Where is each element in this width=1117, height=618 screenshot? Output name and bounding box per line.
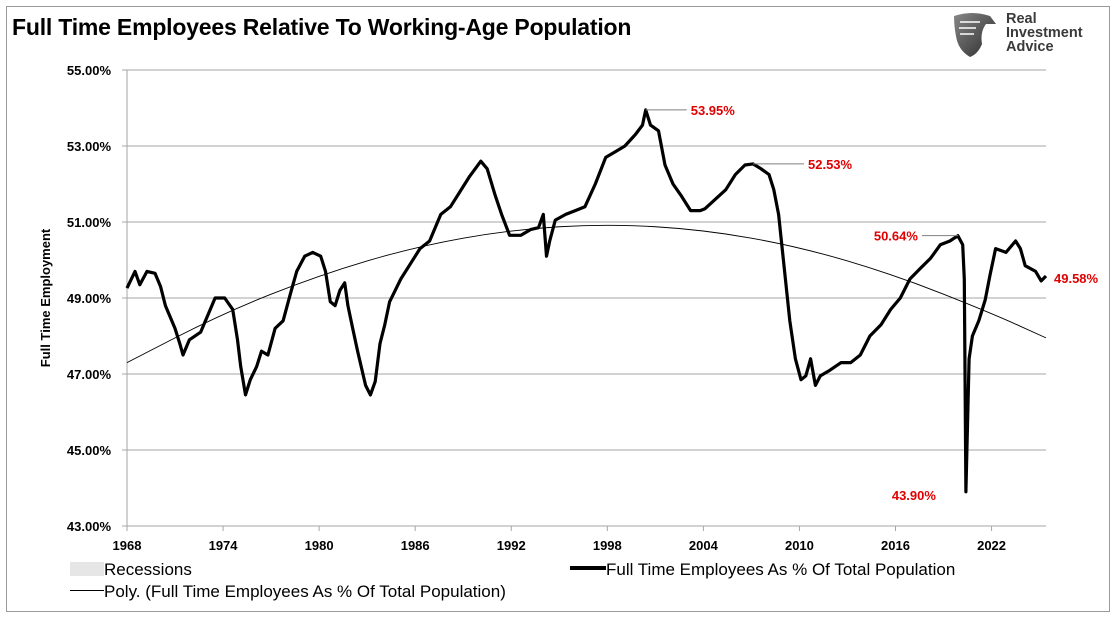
x-tick-label: 2016	[881, 538, 910, 553]
legend-label: Full Time Employees As % Of Total Popula…	[606, 560, 956, 579]
logo-line: Real	[1006, 11, 1037, 27]
legend-trend: Poly. (Full Time Employees As % Of Total…	[70, 582, 506, 602]
annotation-label: 52.53%	[808, 157, 853, 172]
y-axis-label: Full Time Employment	[38, 228, 53, 367]
chart-title: Full Time Employees Relative To Working-…	[12, 14, 632, 40]
y-tick-label: 51.00%	[67, 215, 112, 230]
legend-label: Poly. (Full Time Employees As % Of Total…	[104, 582, 506, 601]
y-tick-label: 47.00%	[67, 367, 112, 382]
annotation-label: 53.95%	[691, 103, 736, 118]
y-tick-label: 53.00%	[67, 139, 112, 154]
chart-frame	[6, 6, 1110, 612]
trend-line	[126, 224, 1047, 364]
logo-line: Advice	[1006, 39, 1054, 55]
legend-label: Recessions	[104, 560, 192, 579]
y-tick-label: 49.00%	[67, 291, 112, 306]
y-tick-label: 43.00%	[67, 519, 112, 534]
y-tick-label: 55.00%	[67, 63, 112, 78]
x-tick-label: 1986	[401, 538, 430, 553]
eagle-shield-icon	[954, 13, 996, 57]
x-tick-label: 1992	[497, 538, 526, 553]
recession-swatch	[70, 562, 104, 576]
x-tick-label: 1974	[209, 538, 239, 553]
logo: Real Investment Advice	[950, 10, 1100, 60]
annotation-label: 43.90%	[892, 488, 937, 503]
x-tick-label: 2022	[977, 538, 1006, 553]
x-tick-label: 1980	[305, 538, 334, 553]
trend-swatch	[70, 590, 104, 591]
x-tick-label: 1968	[113, 538, 142, 553]
series-line	[125, 108, 1048, 494]
logo-text: Real Investment Advice	[1006, 11, 1083, 55]
x-tick-label: 2004	[689, 538, 719, 553]
logo-line: Investment	[1006, 25, 1083, 41]
x-tick-label: 2010	[785, 538, 814, 553]
annotation-label: 50.64%	[874, 229, 919, 244]
y-tick-label: 45.00%	[67, 443, 112, 458]
legend-series: Full Time Employees As % Of Total Popula…	[570, 560, 955, 580]
legend-recessions: Recessions	[70, 560, 192, 580]
annotation-label: 49.58%	[1054, 271, 1099, 286]
x-tick-label: 1998	[593, 538, 622, 553]
series-swatch	[570, 566, 606, 570]
